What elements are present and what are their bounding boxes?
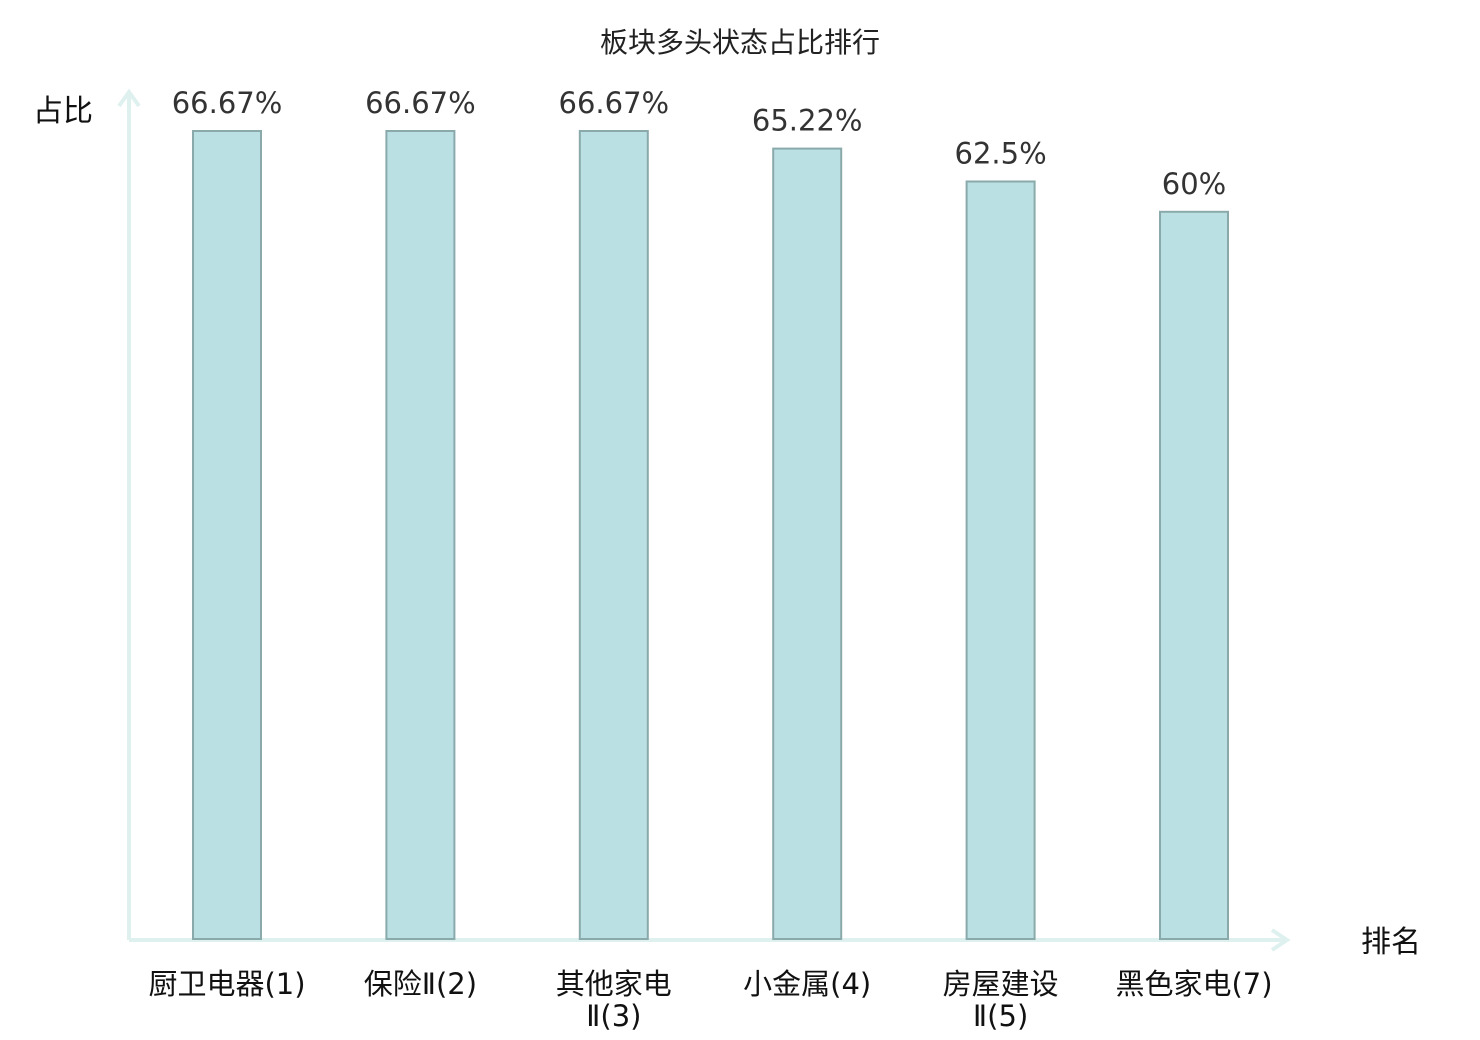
bar bbox=[578, 130, 649, 940]
category-label: 保险Ⅱ(2) bbox=[364, 967, 477, 1001]
category-label: 其他家电 Ⅱ(3) bbox=[556, 967, 672, 1033]
bar bbox=[772, 147, 843, 941]
value-labels-group: 66.67% 66.67% 66.67% 65.22% 62.5% 60% bbox=[172, 86, 1227, 201]
x-axis-title: 排名 bbox=[1361, 925, 1421, 960]
y-axis-arrow bbox=[117, 88, 141, 108]
chart-title: 板块多头状态占比排行 bbox=[600, 26, 880, 59]
bar bbox=[1159, 210, 1229, 941]
y-axis-title: 占比 bbox=[33, 94, 93, 129]
bars-group bbox=[192, 130, 1229, 941]
category-label: 厨卫电器(1) bbox=[148, 967, 305, 1001]
bar bbox=[965, 180, 1036, 940]
value-label: 65.22% bbox=[752, 104, 863, 138]
value-label: 62.5% bbox=[955, 137, 1047, 171]
bar bbox=[385, 130, 456, 940]
category-label: 小金属(4) bbox=[743, 967, 871, 1001]
value-label: 60% bbox=[1162, 167, 1226, 201]
category-label: 黑色家电(7) bbox=[1115, 967, 1272, 1001]
category-labels-group: 厨卫电器(1) 保险Ⅱ(2) 其他家电 Ⅱ(3) 小金属(4) 房屋建设 Ⅱ(5) 黑色家电(… bbox=[148, 967, 1272, 1033]
bar bbox=[192, 130, 262, 940]
value-label: 66.67% bbox=[365, 86, 476, 120]
x-axis-arrow bbox=[1270, 928, 1291, 952]
category-label: 房屋建设 Ⅱ(5) bbox=[943, 967, 1059, 1033]
value-label: 66.67% bbox=[559, 86, 670, 120]
value-label: 66.67% bbox=[172, 86, 283, 120]
